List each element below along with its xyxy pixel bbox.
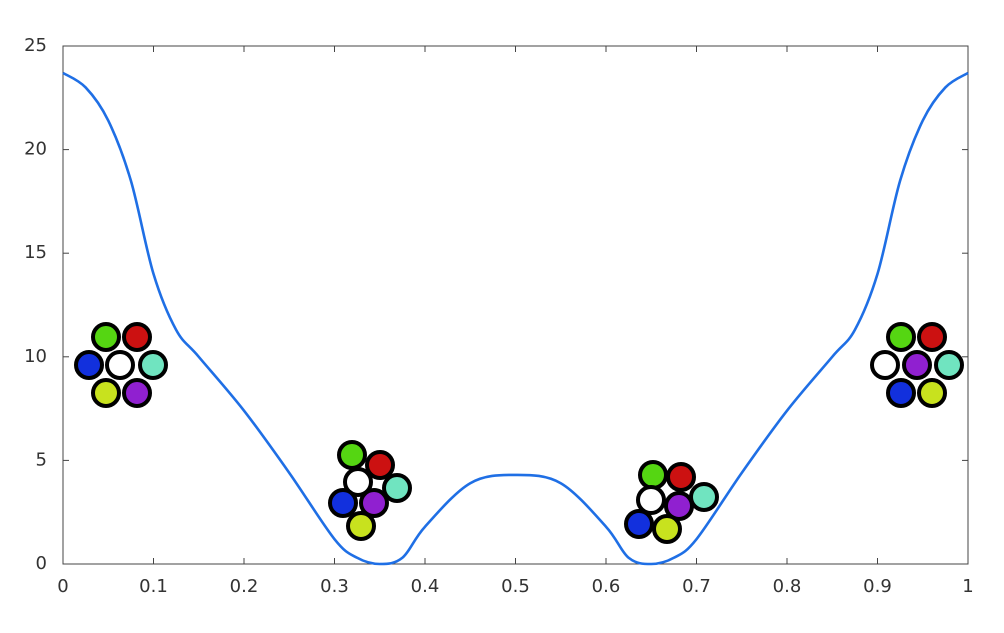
atom (934, 350, 964, 380)
x-tick-label: 0.8 (773, 576, 802, 597)
atom (917, 322, 947, 352)
atom (917, 378, 947, 408)
atom (359, 488, 389, 518)
x-tick-label: 0.4 (411, 576, 440, 597)
x-tick-label: 0.2 (230, 576, 259, 597)
atom (624, 509, 654, 539)
atom (886, 322, 916, 352)
atom (870, 350, 900, 380)
atom (74, 350, 104, 380)
atom (652, 514, 682, 544)
atom (138, 350, 168, 380)
y-tick-label: 5 (36, 449, 47, 470)
cluster-illustration (328, 440, 412, 541)
y-tick-label: 15 (24, 242, 47, 263)
plot-frame (62, 45, 969, 565)
y-tick-label: 10 (24, 346, 47, 367)
y-tick-label: 0 (36, 553, 47, 574)
x-tick-label: 0.1 (139, 576, 168, 597)
atom (346, 511, 376, 541)
x-tick-label: 0.7 (682, 576, 711, 597)
x-tick-label: 0 (57, 576, 68, 597)
atom (122, 378, 152, 408)
atom (664, 491, 694, 521)
x-tick-label: 0.5 (501, 576, 530, 597)
atom (365, 450, 395, 480)
x-tick-label: 0.6 (592, 576, 621, 597)
atom (328, 488, 358, 518)
atom (337, 440, 367, 470)
atom (343, 467, 373, 497)
atom (382, 473, 412, 503)
x-tick-label: 0.9 (863, 576, 892, 597)
atom (638, 460, 668, 490)
y-tick-label: 25 (24, 35, 47, 56)
atom (105, 350, 135, 380)
x-tick-label: 0.3 (320, 576, 349, 597)
atom (122, 322, 152, 352)
atom (91, 378, 121, 408)
atom (91, 322, 121, 352)
cluster-illustration (624, 460, 719, 544)
data-line (62, 71, 969, 566)
cluster-illustration (74, 322, 168, 408)
x-tick-label: 1 (962, 576, 973, 597)
atom (666, 462, 696, 492)
y-tick-label: 20 (24, 139, 47, 160)
atom (886, 378, 916, 408)
atom (902, 350, 932, 380)
cluster-illustration (870, 322, 964, 408)
atom (689, 482, 719, 512)
atom (636, 485, 666, 515)
